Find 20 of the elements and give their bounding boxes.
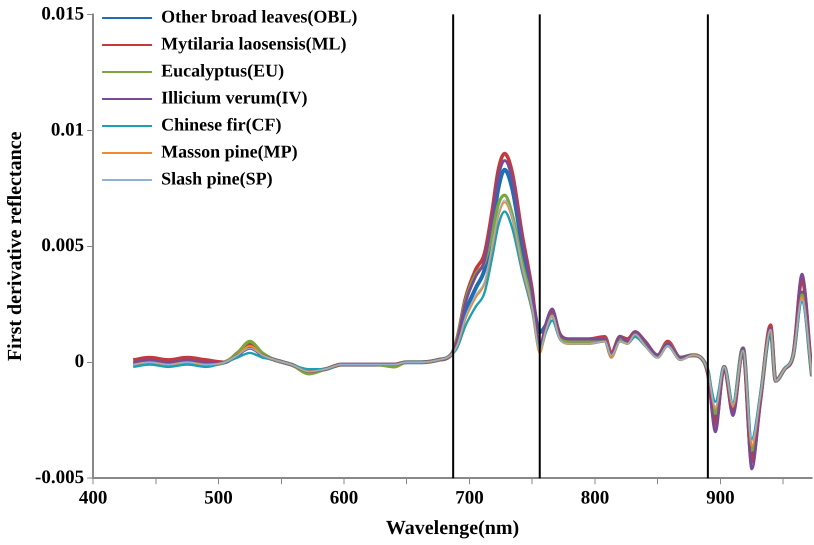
x-tick-label: 800	[580, 488, 610, 509]
x-tick-label: 700	[455, 488, 484, 509]
y-tick-label: 0.015	[41, 3, 84, 24]
x-tick-label: 900	[706, 488, 735, 509]
legend-label: Mytilaria laosensis(ML)	[161, 34, 347, 54]
y-axis-title: First derivative reflectance	[4, 131, 26, 362]
y-tick-label: 0.01	[50, 119, 84, 140]
y-tick-label: 0.005	[41, 235, 84, 256]
legend-label: Illicium verum(IV)	[161, 88, 308, 108]
legend-label: Chinese fir(CF)	[161, 114, 282, 135]
legend-label: Other broad leaves(OBL)	[161, 6, 358, 27]
legend-label: Masson pine(MP)	[161, 142, 298, 162]
legend-label: Slash pine(SP)	[161, 168, 273, 189]
x-tick-label: 500	[204, 488, 233, 509]
legend-label: Eucalyptus(EU)	[161, 60, 284, 81]
x-axis-title: Wavelenge(nm)	[386, 517, 520, 540]
x-tick-label: 400	[78, 488, 108, 509]
y-tick-label: 0	[74, 351, 84, 372]
x-tick-label: 600	[330, 488, 358, 509]
y-tick-label: -0.005	[35, 467, 84, 488]
